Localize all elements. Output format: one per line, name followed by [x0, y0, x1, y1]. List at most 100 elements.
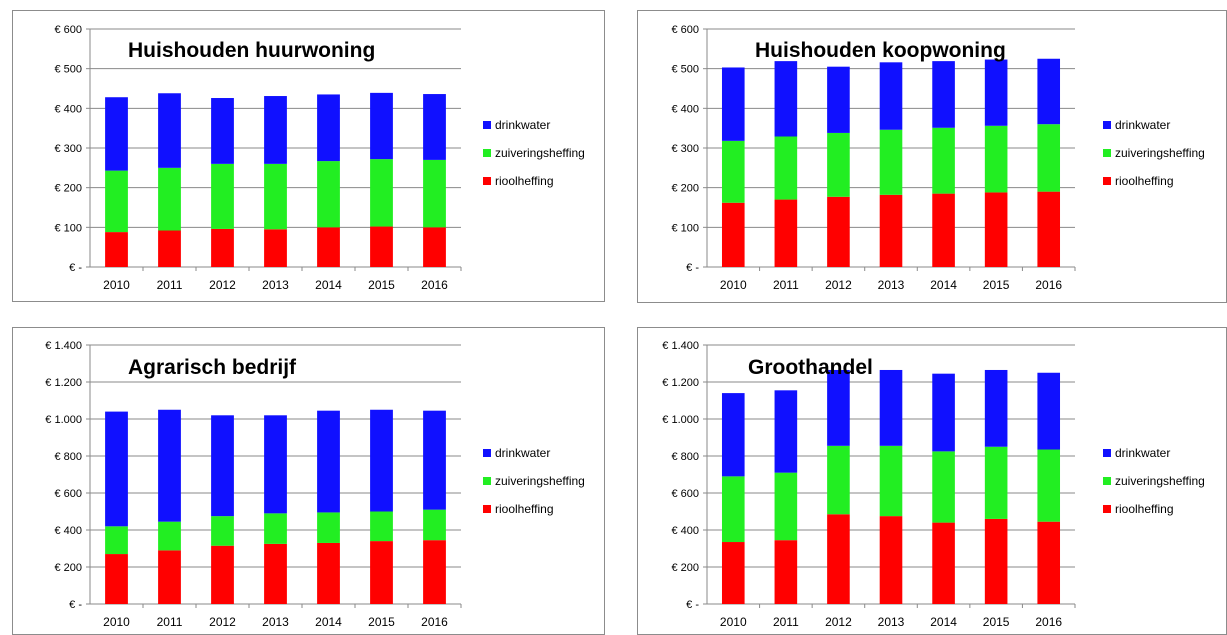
chart-panel-huishouden-huurwoning: € - € 100 € 200 € 300 € 400 € 500 € 600 2010 201… [12, 10, 605, 302]
bar-rioolheffing-2016 [1037, 191, 1061, 267]
bar-drinkwater-2013 [264, 415, 287, 514]
bar-zuiveringsheffing-2011 [774, 136, 798, 200]
x-tick-label: 2012 [825, 615, 852, 629]
bar-rioolheffing-2010 [721, 202, 745, 267]
legend-label-zuiveringsheffing: zuiveringsheffing [495, 474, 585, 488]
y-tick-label: € 1.200 [45, 377, 82, 389]
bar-zuiveringsheffing-2012 [827, 445, 850, 515]
bar-drinkwater-2015 [370, 409, 393, 512]
chart-panel-groothandel: € - € 200 € 400 € 600 € 800 € 1.000 € 1.200 € 1… [637, 327, 1227, 635]
bar-drinkwater-2014 [932, 373, 955, 452]
x-tick-label: 2012 [825, 278, 852, 292]
legend-label-zuiveringsheffing: zuiveringsheffing [1115, 146, 1205, 160]
x-tick-label: 2015 [983, 615, 1010, 629]
bar-zuiveringsheffing-2015 [370, 511, 393, 542]
legend-swatch-rioolheffing [1103, 177, 1111, 185]
x-tick-label: 2010 [103, 278, 130, 292]
bar-drinkwater-2016 [423, 94, 446, 160]
bar-zuiveringsheffing-2014 [317, 512, 340, 543]
x-tick-label: 2011 [157, 615, 183, 629]
legend-label-drinkwater: drinkwater [495, 446, 550, 460]
x-tick-label: 2016 [421, 615, 448, 629]
y-tick-label: € 500 [54, 64, 82, 76]
bar-drinkwater-2014 [317, 410, 340, 513]
bar-rioolheffing-2014 [932, 522, 955, 604]
bar-rioolheffing-2013 [264, 543, 287, 604]
bar-drinkwater-2010 [105, 97, 128, 171]
bar-drinkwater-2015 [370, 92, 393, 160]
bar-zuiveringsheffing-2013 [879, 445, 903, 517]
legend-label-rioolheffing: rioolheffing [495, 174, 554, 188]
bar-zuiveringsheffing-2010 [721, 140, 745, 203]
x-tick-label: 2010 [720, 615, 747, 629]
y-tick-label: € 400 [671, 103, 699, 115]
y-tick-label: € 800 [671, 451, 699, 463]
bar-rioolheffing-2012 [211, 545, 234, 604]
bar-zuiveringsheffing-2011 [774, 472, 798, 541]
x-tick-label: 2012 [209, 615, 236, 629]
chart-panel-agrarisch-bedrijf: € - € 200 € 400 € 600 € 800 € 1.000 € 1.200 € 1… [12, 327, 605, 635]
legend-label-zuiveringsheffing: zuiveringsheffing [495, 146, 585, 160]
bar-rioolheffing-2011 [774, 540, 798, 604]
x-tick-label: 2015 [368, 278, 395, 292]
y-tick-label: € 1.400 [45, 340, 82, 352]
bar-zuiveringsheffing-2014 [317, 161, 340, 228]
y-tick-label: € 200 [54, 183, 82, 195]
legend-swatch-drinkwater [1103, 121, 1111, 129]
y-tick-label: € - [686, 599, 699, 611]
bar-drinkwater-2016 [423, 410, 446, 510]
legend-label-rioolheffing: rioolheffing [1115, 174, 1174, 188]
y-tick-label: € 800 [54, 451, 82, 463]
chart-huishouden-koopwoning: € - € 100 € 200 € 300 € 400 € 500 € 600 2010 201… [671, 24, 1205, 292]
bar-rioolheffing-2016 [423, 540, 446, 604]
bar-drinkwater-2016 [1037, 372, 1061, 450]
bar-zuiveringsheffing-2013 [264, 163, 287, 230]
x-tick-label: 2014 [930, 278, 957, 292]
chart-title: Groothandel [748, 356, 873, 379]
bar-zuiveringsheffing-2011 [158, 167, 181, 231]
bar-zuiveringsheffing-2010 [105, 170, 128, 233]
bar-drinkwater-2015 [984, 369, 1008, 447]
bar-zuiveringsheffing-2015 [984, 125, 1008, 193]
legend-swatch-rioolheffing [483, 505, 491, 513]
y-tick-label: € 1.400 [662, 340, 699, 352]
bar-drinkwater-2012 [827, 369, 850, 446]
legend-swatch-drinkwater [483, 121, 491, 129]
y-tick-label: € 200 [671, 183, 699, 195]
y-tick-label: € 600 [54, 488, 82, 500]
y-tick-label: € 600 [671, 24, 699, 36]
bar-zuiveringsheffing-2012 [211, 516, 234, 546]
legend-swatch-zuiveringsheffing [1103, 477, 1111, 485]
bar-zuiveringsheffing-2015 [984, 446, 1008, 519]
bar-rioolheffing-2012 [827, 196, 850, 267]
bar-drinkwater-2010 [721, 67, 745, 141]
bar-drinkwater-2013 [264, 96, 287, 164]
bar-rioolheffing-2014 [317, 542, 340, 604]
legend-label-zuiveringsheffing: zuiveringsheffing [1115, 474, 1205, 488]
legend-swatch-zuiveringsheffing [483, 477, 491, 485]
bar-zuiveringsheffing-2013 [264, 513, 287, 544]
y-tick-label: € - [69, 262, 82, 274]
bar-rioolheffing-2011 [158, 550, 181, 604]
chart-huishouden-huurwoning: € - € 100 € 200 € 300 € 400 € 500 € 600 2010 201… [54, 24, 585, 292]
bar-zuiveringsheffing-2016 [1037, 124, 1061, 192]
x-tick-label: 2014 [315, 615, 342, 629]
y-tick-label: € - [69, 599, 82, 611]
bar-drinkwater-2011 [774, 61, 798, 137]
bar-rioolheffing-2013 [879, 194, 903, 267]
bar-rioolheffing-2011 [774, 199, 798, 267]
bar-drinkwater-2013 [879, 369, 903, 446]
bar-rioolheffing-2016 [423, 227, 446, 267]
bar-drinkwater-2014 [317, 94, 340, 162]
bar-rioolheffing-2016 [1037, 521, 1061, 604]
bar-drinkwater-2014 [932, 61, 955, 128]
x-tick-label: 2013 [262, 278, 289, 292]
bar-zuiveringsheffing-2012 [827, 132, 850, 197]
x-tick-label: 2013 [878, 278, 905, 292]
bar-drinkwater-2011 [158, 93, 181, 168]
chart-agrarisch-bedrijf: € - € 200 € 400 € 600 € 800 € 1.000 € 1.200 € 1… [45, 340, 585, 629]
x-tick-label: 2015 [368, 615, 395, 629]
bar-rioolheffing-2015 [370, 541, 393, 604]
bar-rioolheffing-2013 [264, 229, 287, 267]
bar-rioolheffing-2012 [827, 514, 850, 604]
